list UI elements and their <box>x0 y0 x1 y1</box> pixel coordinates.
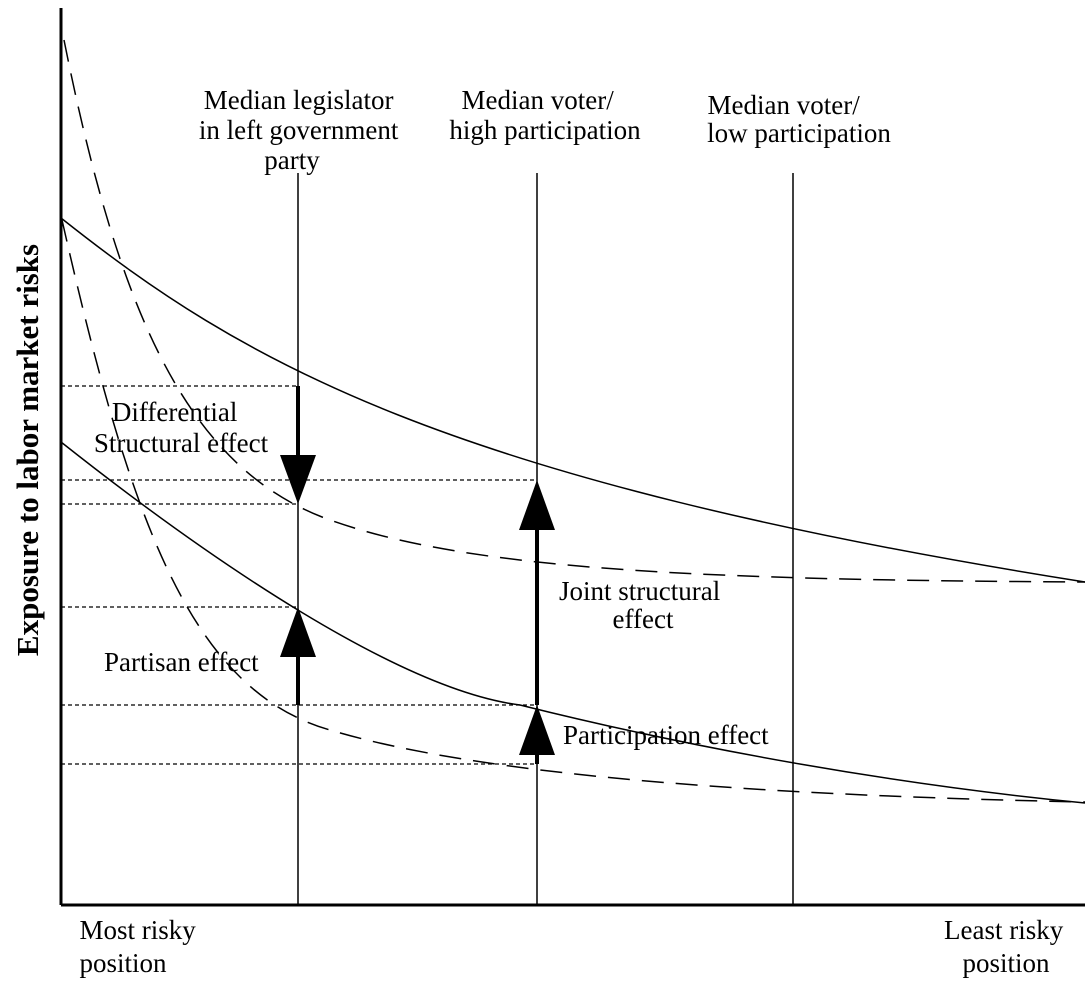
differential-effect-arrowhead <box>280 455 316 504</box>
upper-dashed-curve <box>63 39 1085 583</box>
median-voter-low-label: Median voter/ low participation <box>707 90 891 148</box>
differential-effect-label: Differential Structural effect <box>94 397 269 458</box>
x-axis-left-label: Most risky position <box>79 915 202 978</box>
participation-effect-label: Participation effect <box>563 720 769 750</box>
median-legislator-label: Median legislator in left government par… <box>199 85 405 175</box>
joint-effect-label: Joint structural effect <box>559 576 727 634</box>
x-axis-right-label: Least risky position <box>944 915 1070 978</box>
lower-dashed-curve <box>61 219 1085 803</box>
partisan-effect-label: Partisan effect <box>104 647 259 677</box>
partisan-effect-arrowhead <box>280 607 316 657</box>
joint-effect-arrowhead <box>519 480 555 530</box>
median-voter-high-label: Median voter/ high participation <box>449 85 641 145</box>
y-axis-label: Exposure to labor market risks <box>10 244 45 656</box>
upper-solid-curve <box>60 217 1085 583</box>
participation-effect-arrowhead <box>519 705 555 755</box>
